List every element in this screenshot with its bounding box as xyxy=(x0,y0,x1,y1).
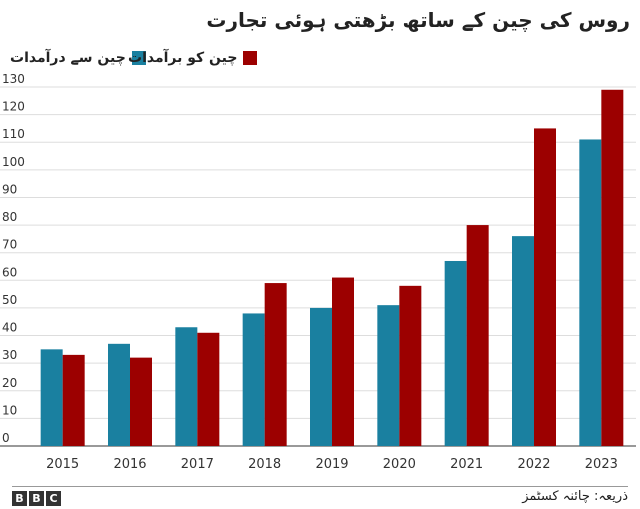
legend-swatch-imports xyxy=(131,51,146,65)
legend-label-imports: چین سے درآمدات xyxy=(10,50,126,66)
bbc-logo-letter: B xyxy=(12,491,27,506)
y-tick-label: 20 xyxy=(2,376,17,390)
bar-imports xyxy=(310,307,332,446)
y-tick-label: 110 xyxy=(2,127,25,141)
bar-imports xyxy=(175,327,198,446)
bar-exports xyxy=(130,357,152,446)
x-tick-label: 2023 xyxy=(585,457,618,472)
bar-exports xyxy=(197,332,220,446)
y-tick-label: 0 xyxy=(2,431,10,445)
x-tick-label: 2021 xyxy=(450,457,483,472)
y-tick-label: 50 xyxy=(2,293,17,307)
legend-label-exports: چین کو برآمدات xyxy=(128,50,238,66)
y-tick-label: 10 xyxy=(2,403,17,417)
y-tick-label: 90 xyxy=(2,182,17,196)
bar-chart: 0 10 20 30 40 50 60 70 80 90 100 110 120 130 2015 2016 2… xyxy=(0,72,636,472)
footer-divider xyxy=(12,486,628,487)
bar-exports xyxy=(601,89,624,446)
bar-exports xyxy=(534,128,556,446)
x-tick-label: 2020 xyxy=(383,457,416,472)
bar-imports xyxy=(444,260,467,446)
x-tick-label: 2022 xyxy=(517,457,550,472)
bar-imports xyxy=(512,236,534,446)
x-tick-label: 2019 xyxy=(315,457,348,472)
bar-exports xyxy=(399,285,422,446)
bbc-logo: B B C xyxy=(12,491,61,506)
bar-exports xyxy=(264,283,287,446)
x-tick-label: 2017 xyxy=(181,457,214,472)
y-tick-label: 80 xyxy=(2,210,17,224)
y-tick-label: 100 xyxy=(2,155,25,169)
x-tick-label: 2015 xyxy=(46,457,79,472)
y-tick-label: 120 xyxy=(2,100,25,114)
y-tick-label: 40 xyxy=(2,321,17,335)
bbc-logo-letter: C xyxy=(46,491,61,506)
legend-swatch-exports xyxy=(243,51,258,65)
legend-item-exports: چین کو برآمدات xyxy=(128,50,258,66)
bar-imports xyxy=(377,305,400,446)
y-tick-label: 70 xyxy=(2,238,17,252)
bar-imports xyxy=(108,343,130,446)
legend-item-imports: چین سے درآمدات xyxy=(10,50,146,66)
chart-legend: چین سے درآمدات چین کو برآمدات xyxy=(0,50,640,70)
bar-imports xyxy=(579,139,602,446)
bar-imports xyxy=(40,349,63,446)
y-tick-label: 130 xyxy=(2,72,25,86)
source-note: ذریعہ: چائنہ کسٹمز xyxy=(522,489,628,504)
bbc-logo-letter: B xyxy=(29,491,44,506)
x-tick-label: 2016 xyxy=(113,457,146,472)
chart-title: روس کی چین کے ساتھ بڑھتی ہوئی تجارت xyxy=(206,8,630,32)
x-tick-label: 2018 xyxy=(248,457,281,472)
bar-imports xyxy=(242,313,265,446)
bar-exports xyxy=(466,225,489,446)
y-tick-label: 30 xyxy=(2,348,17,362)
y-tick-label: 60 xyxy=(2,265,17,279)
bar-exports xyxy=(62,354,85,446)
bar-exports xyxy=(332,277,354,446)
